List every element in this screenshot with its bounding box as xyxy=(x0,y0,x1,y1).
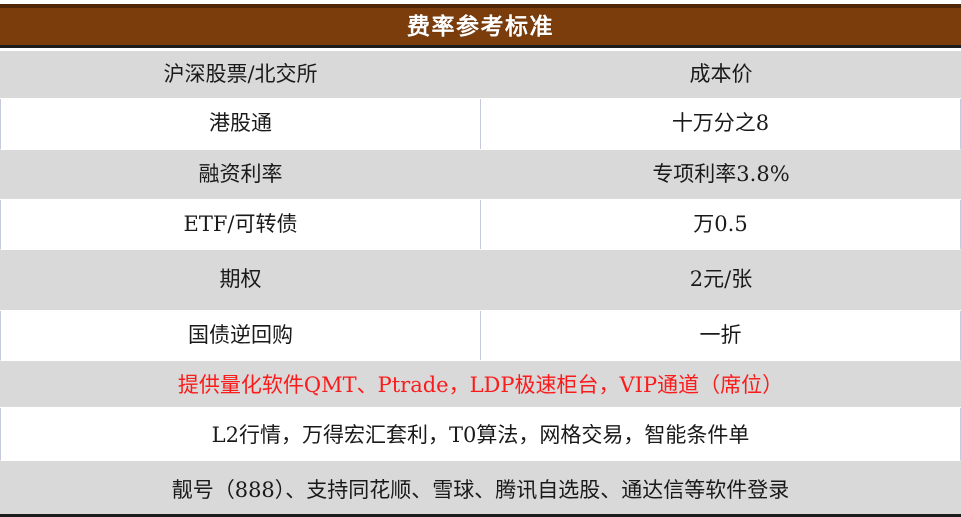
table-cell-note: 提供量化软件QMT、Ptrade，LDP极速柜台，VIP通道（席位） xyxy=(177,373,784,397)
table-cell-value: 一折 xyxy=(699,322,742,347)
page-title: 费率参考标准 xyxy=(407,13,554,40)
table-cell-label: 融资利率 xyxy=(198,161,283,186)
table-row: 国债逆回购 一折 xyxy=(0,311,961,361)
table-cell-label: 港股通 xyxy=(1,99,481,149)
table-cell-value: 十万分之8 xyxy=(671,111,770,136)
table-row: 期权 2元/张 xyxy=(0,250,961,311)
table-row-note: 靓号（888）、支持同花顺、雪球、腾讯自选股、通达信等软件登录 xyxy=(0,461,961,517)
table-cell-label: 沪深股票/北交所 xyxy=(163,61,318,86)
table-cell-value: 2元/张 xyxy=(689,267,753,292)
table-row: 融资利率 专项利率3.8% xyxy=(0,150,961,200)
table-row: ETF/可转债 万0.5 xyxy=(0,200,961,250)
table-cell-value: 专项利率3.8% xyxy=(652,161,790,186)
page-title-bar: 费率参考标准 xyxy=(0,4,961,48)
table-cell-note: 靓号（888）、支持同花顺、雪球、腾讯自选股、通达信等软件登录 xyxy=(171,477,790,502)
table-row: 港股通 十万分之8 xyxy=(0,99,961,150)
bottom-divider xyxy=(0,514,961,517)
table-row-note: L2行情，万得宏汇套利，T0算法，网格交易，智能条件单 xyxy=(0,408,961,461)
table-cell-label: 期权 xyxy=(219,267,262,292)
table-row: 沪深股票/北交所 成本价 xyxy=(0,51,961,99)
table-cell-value: 成本价 xyxy=(689,61,753,86)
table-cell-note: L2行情，万得宏汇套利，T0算法，网格交易，智能条件单 xyxy=(211,423,750,447)
table-cell-label: 国债逆回购 xyxy=(1,311,481,360)
fee-table: 沪深股票/北交所 成本价 港股通 十万分之8 融资利率 专项利率3.8% ETF… xyxy=(0,51,961,517)
table-row-note-highlight: 提供量化软件QMT、Ptrade，LDP极速柜台，VIP通道（席位） xyxy=(0,361,961,408)
table-cell-label: ETF/可转债 xyxy=(1,200,481,249)
table-cell-value: 万0.5 xyxy=(693,211,748,236)
